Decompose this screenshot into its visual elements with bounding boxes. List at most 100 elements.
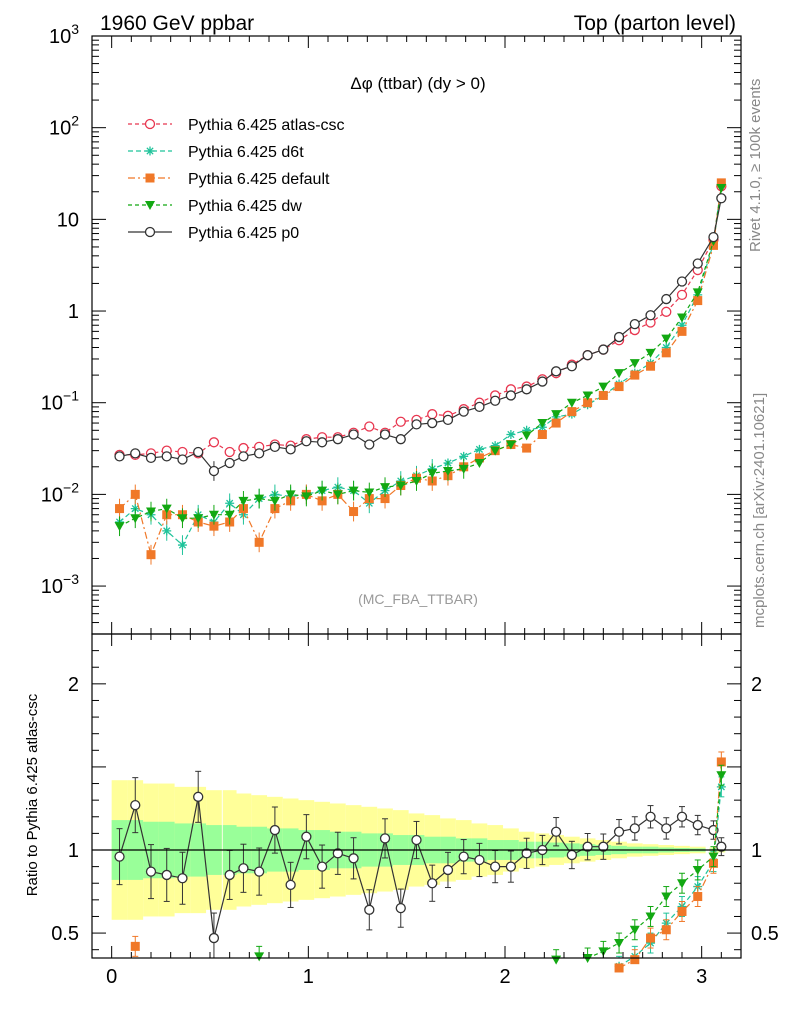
legend-marker-d6t: [145, 146, 155, 156]
data-point-d6t: [225, 498, 235, 508]
data-point-d6t: [522, 425, 532, 435]
data-point-dw: [490, 446, 501, 456]
data-point-dw: [380, 483, 391, 493]
ratio-point-dw: [614, 939, 625, 949]
data-point-p0: [316, 437, 328, 448]
y-tick-label-main: 10: [57, 209, 79, 231]
y-tick-label-ratio: 0.5: [51, 923, 79, 945]
data-point-p0: [645, 310, 656, 321]
data-point-default: [537, 430, 547, 440]
ratio-point-p0: [613, 826, 625, 837]
data-point-atlas: [395, 416, 406, 427]
data-point-d6t: [474, 444, 484, 454]
legend-label-default: Pythia 6.425 default: [188, 171, 330, 188]
data-point-p0: [537, 376, 548, 387]
data-point-dw: [427, 469, 438, 479]
ratio-point-dw: [716, 771, 727, 781]
data-point-default: [130, 489, 140, 499]
data-point-d6t: [459, 451, 469, 461]
ratio-point-default: [693, 892, 703, 902]
legend-label-dw: Pythia 6.425 dw: [188, 198, 302, 215]
data-point-d6t: [162, 526, 172, 536]
data-point-default: [630, 370, 640, 380]
data-point-p0: [379, 429, 391, 440]
data-point-dw: [177, 514, 188, 524]
data-point-p0: [269, 441, 281, 453]
data-point-default: [646, 361, 656, 371]
data-point-dw: [442, 466, 453, 476]
data-point-dw: [411, 476, 422, 486]
ratio-point-p0: [676, 811, 688, 822]
data-point-dw: [348, 486, 359, 496]
ratio-point-p0: [114, 851, 125, 862]
y-tick-label-ratio-right: 1: [751, 840, 762, 862]
data-point-p0: [177, 454, 188, 465]
data-point-p0: [145, 452, 157, 464]
ratio-point-p0: [645, 811, 656, 822]
data-point-default: [693, 296, 703, 306]
data-point-p0: [521, 384, 532, 395]
ratio-point-dw: [677, 879, 687, 889]
legend-marker-default: [145, 173, 155, 183]
data-point-dw: [677, 313, 687, 323]
data-point-p0: [505, 390, 517, 401]
x-tick-label: 3: [696, 966, 707, 988]
ratio-panel-frame: [91, 633, 742, 959]
data-point-dw: [537, 419, 548, 429]
data-point-dw: [598, 382, 609, 392]
data-point-p0: [193, 446, 204, 458]
ratio-point-p0: [364, 904, 375, 915]
ratio-y-axis-label: Ratio to Pythia 6.425 atlas-csc: [24, 693, 41, 896]
data-point-p0: [442, 414, 454, 426]
ratio-point-p0: [316, 861, 328, 872]
data-point-p0: [566, 361, 578, 372]
y-tick-label-main: 10−3: [41, 571, 79, 598]
series-line-d6t: [119, 184, 722, 547]
data-point-d6t: [506, 430, 516, 440]
ratio-point-p0: [145, 866, 157, 877]
ratio-point-p0: [582, 841, 593, 852]
rivet-label: Rivet 4.1.0, ≥ 100k events: [747, 79, 764, 252]
ratio-point-p0: [661, 823, 672, 834]
data-point-dw: [332, 490, 343, 500]
y-tick-label-ratio-right: 2: [751, 674, 762, 696]
data-point-p0: [161, 451, 172, 462]
ratio-point-p0: [269, 824, 281, 836]
data-point-p0: [708, 231, 719, 243]
ratio-point-d6t: [716, 782, 726, 792]
y-tick-label-main: 10−1: [41, 388, 79, 415]
data-point-p0: [238, 451, 249, 462]
data-point-default: [614, 382, 624, 392]
ratio-point-default: [677, 906, 687, 916]
data-point-dw: [146, 507, 156, 517]
axes: 0 1 2 3 10−3 10−2 10−1 1 10 102 103 0.5 0.5 1 1 2 2: [41, 21, 779, 988]
ratio-point-p0: [224, 869, 235, 881]
ratio-point-p0: [598, 841, 609, 852]
ratio-point-p0: [505, 861, 517, 872]
ratio-point-p0: [254, 866, 265, 877]
data-point-default: [115, 504, 125, 514]
data-point-dw: [269, 496, 280, 506]
data-point-default: [317, 496, 327, 506]
data-point-dw: [285, 490, 296, 500]
data-point-d6t: [661, 343, 671, 353]
data-point-p0: [582, 350, 593, 361]
data-point-dw: [364, 488, 375, 498]
data-point-p0: [364, 439, 375, 450]
main-panel-series: [114, 178, 727, 565]
data-point-dw: [645, 348, 656, 358]
data-point-p0: [114, 451, 125, 462]
ratio-point-p0: [427, 878, 438, 889]
data-point-default: [522, 443, 532, 453]
y-tick-label-ratio: 1: [68, 840, 79, 862]
ratio-point-dw: [254, 952, 265, 962]
data-point-default: [254, 537, 264, 547]
ratio-point-default: [130, 941, 140, 951]
legend-marker-p0: [144, 226, 156, 238]
data-point-dw: [692, 288, 703, 298]
header-right: Top (parton level): [574, 12, 736, 35]
data-point-dw: [458, 464, 469, 474]
series-line-atlas: [119, 186, 722, 456]
data-point-p0: [692, 258, 703, 269]
